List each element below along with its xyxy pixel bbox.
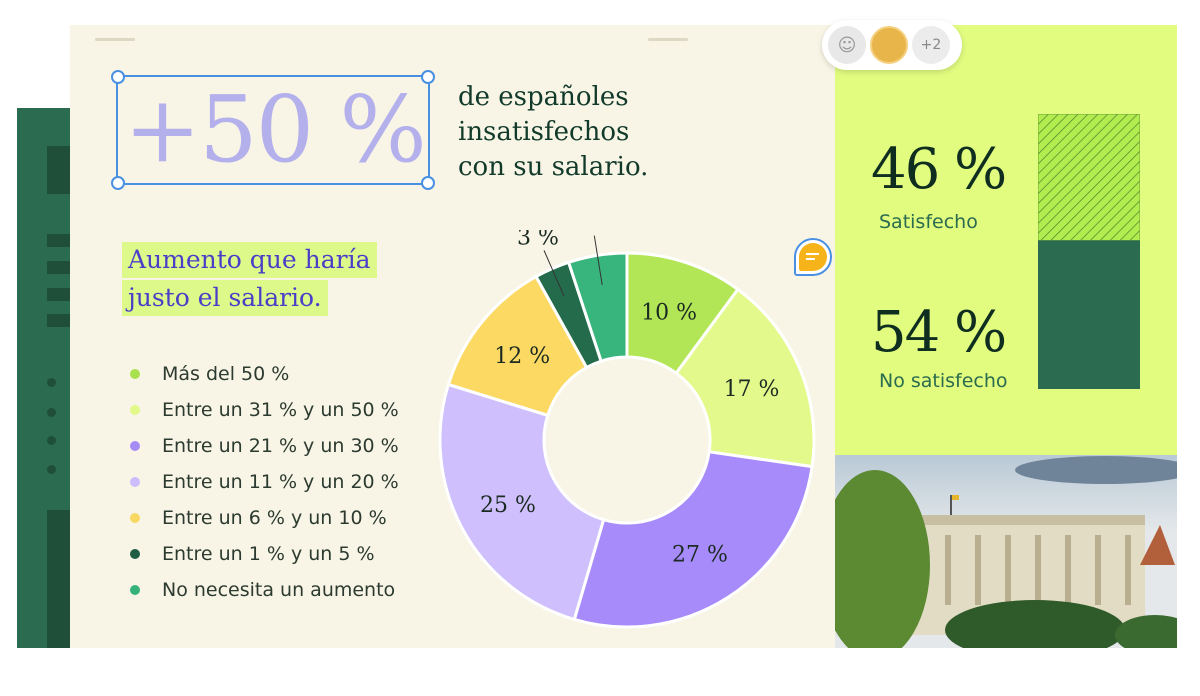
legend-label: Más del 50 % (162, 363, 290, 385)
donut-slice (438, 382, 606, 622)
bar-unsatisfied (1038, 240, 1140, 389)
section-title: Aumento que haría justo el salario. (122, 242, 377, 318)
panel-line (47, 234, 70, 247)
slice-label: 10 % (641, 301, 697, 326)
legend-label: Entre un 1 % y un 5 % (162, 543, 375, 565)
legend-item: Entre un 11 % y un 20 % (130, 464, 399, 500)
panel-dot (47, 465, 56, 474)
comment-button[interactable] (794, 238, 832, 276)
legend-item: Entre un 31 % y un 50 % (130, 392, 399, 428)
left-panel (17, 108, 70, 648)
resize-handle[interactable] (111, 70, 125, 84)
panel-block (47, 146, 70, 194)
panel-line (47, 261, 70, 274)
panel-line (47, 314, 70, 327)
slice-label: 5 % (571, 230, 613, 235)
headline-text: de españoles insatisfechos con su salari… (458, 80, 648, 185)
drag-handle[interactable] (95, 38, 135, 41)
legend-dot (130, 405, 140, 415)
panel-dot (47, 408, 56, 417)
legend-dot (130, 441, 140, 451)
headline-value[interactable]: +50 % (124, 76, 427, 183)
satisfied-label: Satisfecho (879, 211, 978, 233)
headline-line: insatisfechos (458, 117, 630, 147)
unsatisfied-label: No satisfecho (879, 370, 1008, 392)
resize-handle[interactable] (111, 176, 125, 190)
slice-label: 27 % (672, 543, 728, 568)
legend-item: No necesita un aumento (130, 572, 399, 608)
legend-label: Entre un 21 % y un 30 % (162, 435, 399, 457)
resize-handle[interactable] (421, 176, 435, 190)
legend-label: Entre un 31 % y un 50 % (162, 399, 399, 421)
legend-item: Más del 50 % (130, 356, 399, 392)
legend-item: Entre un 1 % y un 5 % (130, 536, 399, 572)
legend-dot (130, 513, 140, 523)
legend-dot (130, 477, 140, 487)
collaborators-bar: ☺ +2 (822, 20, 962, 70)
panel-dot (47, 378, 56, 387)
slice-label: 3 % (517, 230, 559, 251)
resize-handle[interactable] (421, 70, 435, 84)
more-collaborators[interactable]: +2 (912, 26, 950, 64)
legend-label: Entre un 11 % y un 20 % (162, 471, 399, 493)
legend-label: Entre un 6 % y un 10 % (162, 507, 387, 529)
legend-item: Entre un 6 % y un 10 % (130, 500, 399, 536)
headline-line: con su salario. (458, 152, 649, 182)
legend-dot (130, 585, 140, 595)
satisfied-value: 46 % (871, 137, 1007, 202)
satisfaction-panel: 46 % Satisfecho 54 % No satisfecho (835, 25, 1177, 455)
panel-line (47, 288, 70, 301)
avatar[interactable] (870, 26, 908, 64)
legend-item: Entre un 21 % y un 30 % (130, 428, 399, 464)
add-user-button[interactable]: ☺ (828, 26, 866, 64)
donut-slice (566, 251, 629, 364)
chart-legend: Más del 50 % Entre un 31 % y un 50 % Entre… (130, 356, 399, 608)
legend-label: No necesita un aumento (162, 579, 396, 601)
donut-slice (674, 287, 816, 469)
stacked-bar (1038, 114, 1140, 389)
bar-satisfied (1038, 114, 1140, 241)
section-title-line: Aumento que haría (122, 242, 377, 278)
palace-image (835, 456, 1177, 648)
legend-dot (130, 549, 140, 559)
label-leader-line (593, 235, 603, 286)
panel-dot (47, 436, 56, 445)
headline-line: de españoles (458, 82, 629, 112)
drag-handle[interactable] (648, 38, 688, 41)
unsatisfied-value: 54 % (871, 300, 1007, 365)
donut-slice (572, 450, 814, 629)
panel-block (47, 510, 70, 648)
royal-palace-photo (835, 455, 1177, 648)
slice-label: 25 % (480, 493, 536, 518)
comment-icon (799, 243, 827, 271)
selection-box[interactable] (111, 70, 435, 190)
slice-label: 12 % (494, 344, 550, 369)
label-leader-line (543, 250, 565, 297)
slice-label: 17 % (724, 377, 780, 402)
add-user-icon: ☺ (837, 34, 857, 56)
section-title-line: justo el salario. (122, 280, 328, 316)
donut-chart: 10 % 17 % 27 % 25 % 12 % 3 % 5 % (438, 230, 816, 629)
legend-dot (130, 369, 140, 379)
